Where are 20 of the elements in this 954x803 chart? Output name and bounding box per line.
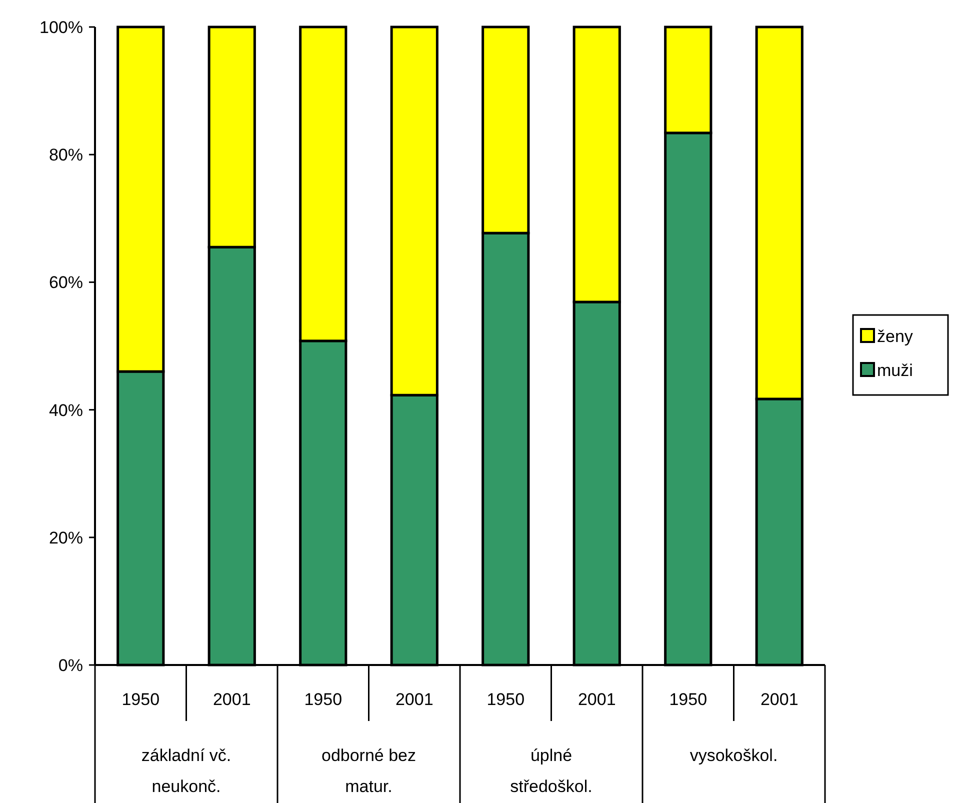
x-tick-label: 2001 (395, 690, 434, 709)
y-tick-label: 40% (48, 400, 83, 420)
x-tick-label: 1950 (486, 690, 525, 709)
y-tick-label: 100% (40, 18, 83, 37)
y-tick-label: 20% (48, 528, 83, 548)
legend-label: ženy (877, 326, 914, 346)
text: odborné bez matur. (321, 746, 416, 796)
x-tick-label: 1950 (304, 690, 342, 709)
x-tick-label: 1950 (669, 690, 708, 709)
legend-label: muži (877, 360, 913, 380)
text: základní vč. neukonč. (141, 746, 232, 796)
text: úplné středoškol. (510, 746, 592, 796)
y-tick-label: 0% (58, 656, 83, 675)
y-tick-label: 80% (48, 146, 83, 165)
x-tick-label: 2001 (212, 690, 251, 709)
x-tick-label: 1950 (122, 690, 160, 709)
text: vysokoškol. (690, 746, 778, 765)
y-tick-label: 60% (48, 273, 83, 292)
x-tick-label: 2001 (760, 690, 798, 709)
x-tick-label: 2001 (578, 690, 616, 709)
